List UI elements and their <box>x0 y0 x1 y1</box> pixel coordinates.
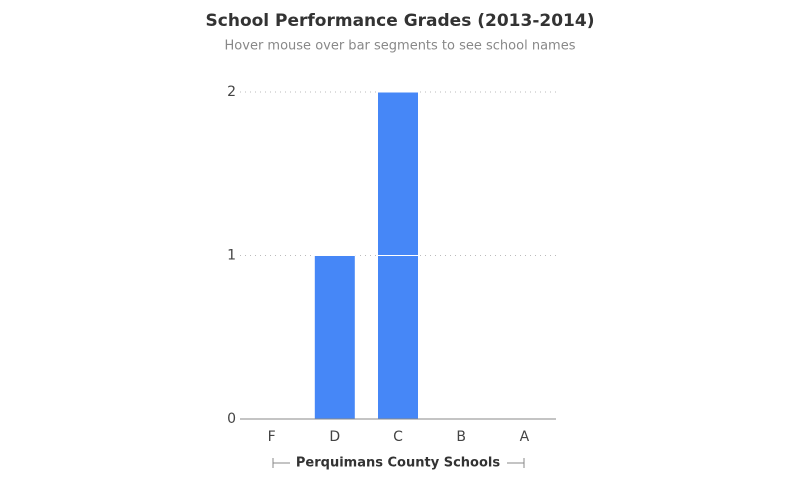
y-tick-label: 1 <box>227 248 236 264</box>
x-tick-label: C <box>393 429 403 445</box>
bar-segment <box>377 255 419 420</box>
x-axis-label: Perquimans County Schools <box>296 456 500 471</box>
y-tick-label: 0 <box>227 411 236 427</box>
x-tick-label: F <box>268 429 276 445</box>
bar-segment <box>377 91 419 256</box>
x-tick-label: B <box>456 429 466 445</box>
y-tick-label: 2 <box>227 84 236 100</box>
x-tick-label: D <box>329 429 340 445</box>
chart-subtitle: Hover mouse over bar segments to see sch… <box>225 39 576 54</box>
x-label-decoration <box>272 458 525 468</box>
bar-segment <box>313 255 356 420</box>
x-tick-label: A <box>520 429 530 445</box>
chart-title: School Performance Grades (2013-2014) <box>206 11 595 31</box>
